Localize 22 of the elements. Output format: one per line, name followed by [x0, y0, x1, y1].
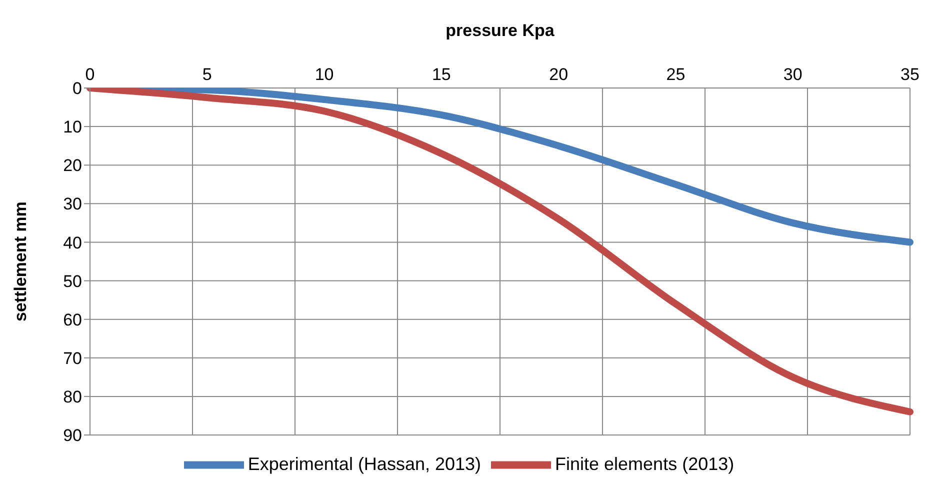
y-tick-label: 20 [63, 156, 82, 176]
y-tick-label: 30 [63, 194, 82, 214]
y-tick-label: 10 [63, 118, 82, 137]
y-tick-label: 90 [63, 426, 82, 446]
legend-label: Experimental (Hassan, 2013) [248, 454, 482, 474]
y-tick-label: 0 [72, 79, 82, 98]
x-tick-label: 10 [314, 65, 334, 84]
x-tick-label: 25 [666, 65, 686, 84]
x-tick-label: 35 [900, 65, 920, 84]
y-tick-label: 50 [63, 272, 82, 291]
y-axis-title: settlement mm [11, 202, 30, 322]
y-tick-label: 70 [63, 348, 82, 368]
x-tick-label: 30 [783, 65, 802, 84]
legend-label: Finite elements (2013) [555, 454, 734, 474]
y-tick-label: 80 [63, 387, 82, 406]
x-tick-label: 5 [202, 65, 212, 84]
x-tick-label: 0 [85, 65, 95, 84]
y-tick-label: 60 [63, 310, 82, 330]
y-tick-label: 40 [63, 233, 82, 252]
x-tick-label: 20 [549, 65, 568, 84]
x-axis-title: pressure Kpa [446, 21, 555, 40]
x-tick-label: 15 [432, 65, 451, 84]
